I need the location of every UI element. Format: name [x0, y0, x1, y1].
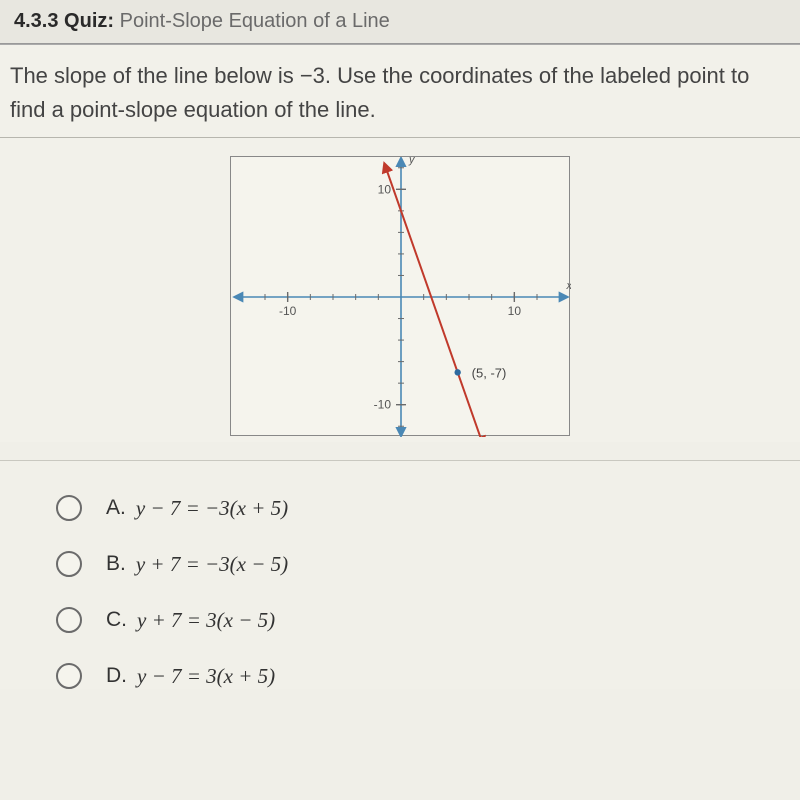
svg-text:10: 10	[378, 182, 392, 196]
quiz-number: 4.3.3	[14, 10, 58, 32]
svg-text:10: 10	[508, 304, 522, 318]
radio-button[interactable]	[56, 551, 82, 577]
answer-option[interactable]: A. y − 7 = −3(x + 5)	[56, 495, 800, 521]
graph-border: -10 10 10 -10 x y (5, -7)	[230, 156, 570, 436]
answer-option[interactable]: C. y + 7 = 3(x − 5)	[56, 607, 800, 633]
svg-text:x: x	[565, 280, 571, 292]
svg-text:-10: -10	[279, 304, 297, 318]
answer-equation: y − 7 = 3(x + 5)	[137, 664, 275, 689]
answer-letter: D.	[106, 664, 127, 688]
answer-letter: C.	[106, 608, 127, 632]
graph-container: -10 10 10 -10 x y (5, -7)	[0, 138, 800, 442]
radio-button[interactable]	[56, 495, 82, 521]
answer-equation: y − 7 = −3(x + 5)	[136, 496, 288, 521]
coordinate-graph: -10 10 10 -10 x y (5, -7)	[231, 157, 571, 437]
answer-equation: y + 7 = −3(x − 5)	[136, 552, 288, 577]
radio-button[interactable]	[56, 663, 82, 689]
radio-button[interactable]	[56, 607, 82, 633]
answer-option[interactable]: D. y − 7 = 3(x + 5)	[56, 663, 800, 689]
answer-letter: A.	[106, 496, 126, 520]
svg-text:y: y	[408, 157, 416, 166]
svg-text:-10: -10	[374, 398, 392, 412]
answer-equation: y + 7 = 3(x − 5)	[137, 608, 275, 633]
quiz-title: Point-Slope Equation of a Line	[120, 10, 390, 32]
answer-letter: B.	[106, 552, 126, 576]
question-text: The slope of the line below is −3. Use t…	[0, 44, 800, 138]
svg-text:(5, -7): (5, -7)	[472, 366, 507, 381]
answer-option[interactable]: B. y + 7 = −3(x − 5)	[56, 551, 800, 577]
quiz-word: Quiz:	[64, 10, 114, 32]
quiz-header: 4.3.3 Quiz: Point-Slope Equation of a Li…	[0, 0, 800, 44]
answer-list: A. y − 7 = −3(x + 5) B. y + 7 = −3(x − 5) C.…	[0, 461, 800, 689]
